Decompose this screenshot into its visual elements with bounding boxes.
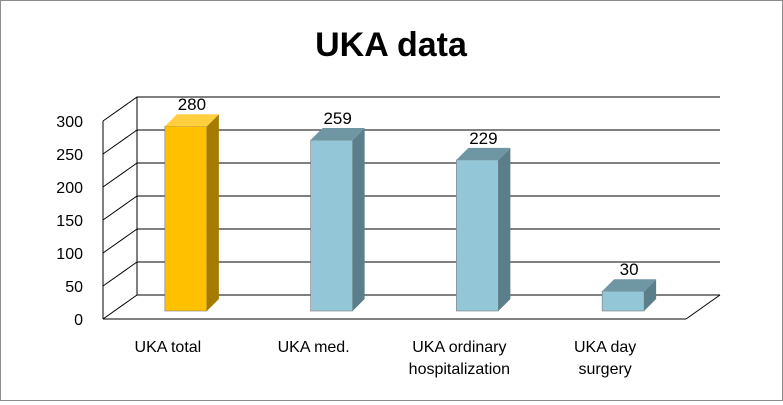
chart-title: UKA data [315, 26, 468, 64]
bar-front [456, 159, 499, 312]
x-tick-label: UKA med. [278, 339, 350, 356]
chart-bars: 280 259 229 30 [164, 95, 657, 312]
bar-data-label: 229 [469, 129, 497, 148]
bar-data-label: 30 [620, 260, 639, 279]
gridline [102, 162, 720, 188]
x-tick-label-line: UKA ordinary [412, 339, 506, 356]
y-tick-label: 250 [56, 147, 83, 164]
bar-side [644, 279, 657, 311]
gridline [102, 96, 720, 122]
x-tick-label-line: hospitalization [409, 361, 510, 378]
bar: 280 [164, 95, 219, 312]
x-tick-label: UKA total [135, 339, 202, 356]
gridline [102, 195, 720, 221]
gridline [102, 261, 720, 287]
x-axis-labels: UKA total UKA med. UKA ordinary hospitaliza… [135, 339, 637, 378]
y-axis-ticks: 0 50 100 150 200 250 300 [56, 114, 83, 329]
gridline [102, 228, 720, 254]
bar-top [602, 279, 657, 292]
x-tick-label: UKA ordinary hospitalization [409, 339, 510, 378]
bar-front [310, 139, 353, 312]
floor-right-edge [685, 294, 721, 320]
bar-data-label: 259 [323, 109, 351, 128]
bar-side [206, 114, 219, 311]
y-tick-label: 200 [56, 180, 83, 197]
y-tick-label: 0 [74, 312, 83, 329]
x-tick-label-line: UKA med. [278, 339, 350, 356]
x-tick-label-line: UKA day [574, 339, 636, 356]
bar-side [498, 147, 511, 311]
x-tick-label-line: surgery [578, 361, 631, 378]
y-tick-label: 100 [56, 246, 83, 263]
x-tick-label: UKA day surgery [574, 339, 636, 378]
bar-top [456, 147, 511, 160]
bar-side [352, 128, 365, 311]
gridline [102, 129, 720, 155]
bar-top [310, 128, 365, 141]
y-tick-label: 300 [56, 114, 83, 131]
bar-data-label: 280 [178, 95, 206, 114]
bar-front [164, 125, 208, 312]
bar: 259 [310, 109, 365, 312]
bar-top [164, 114, 219, 127]
bar: 229 [456, 129, 511, 312]
bar: 30 [601, 260, 657, 312]
gridline [102, 294, 720, 320]
bar-front [601, 290, 645, 312]
chart-grid [102, 96, 721, 320]
y-tick-label: 50 [65, 279, 83, 296]
x-tick-label-line: UKA total [135, 339, 202, 356]
y-tick-label: 150 [56, 213, 83, 230]
